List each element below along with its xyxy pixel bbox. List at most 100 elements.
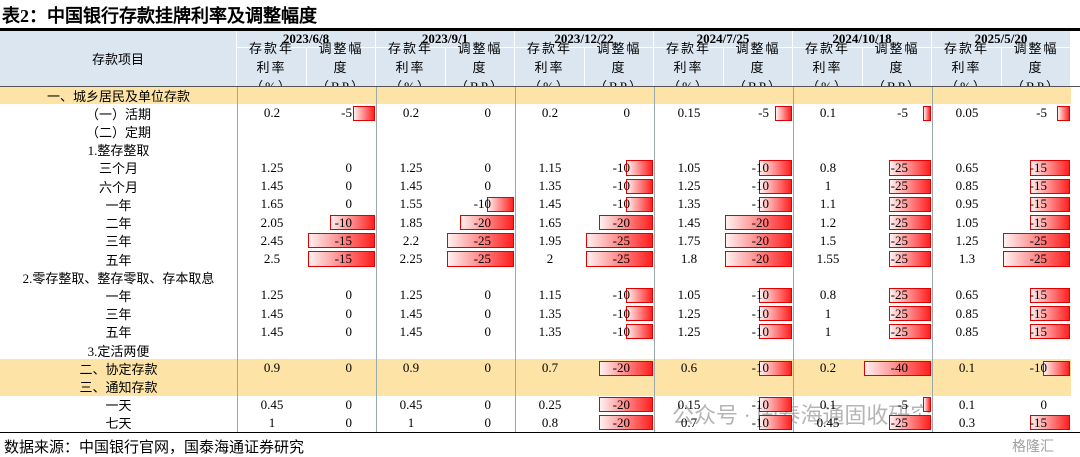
rate-value: 0.15	[677, 396, 701, 412]
change-value: -20	[612, 360, 630, 376]
change-value: -25	[890, 250, 908, 266]
change-value: -15	[1029, 323, 1047, 339]
change-bar	[1029, 306, 1070, 322]
change-bar	[460, 214, 514, 231]
change-value: 0	[345, 178, 353, 194]
change-bar	[586, 251, 653, 267]
change-bar	[1029, 196, 1070, 212]
change-bar	[586, 233, 653, 249]
change-bar	[758, 324, 792, 340]
change-value: -40	[890, 360, 908, 376]
rate-value: 0.45	[399, 396, 423, 412]
change-value: -20	[751, 232, 769, 248]
change-bar	[922, 397, 931, 413]
change-value: -10	[612, 178, 630, 194]
change-value: -10	[751, 323, 769, 339]
row-label: 2.零存整取、整存零取、存本取息	[22, 270, 215, 286]
rate-value: 1.25	[260, 159, 284, 175]
change-value: -10	[612, 323, 630, 339]
rate-value: 1.05	[955, 214, 979, 230]
change-bar	[626, 287, 653, 304]
header-rate: 存款年利率（%）	[932, 41, 1002, 94]
row-label: 三、通知存款	[79, 379, 158, 395]
rate-value: 1.45	[260, 305, 284, 321]
rate-value: 0.45	[260, 396, 284, 412]
row-label: 一年	[105, 288, 132, 304]
change-value: 0	[345, 323, 353, 339]
change-bar	[1029, 415, 1070, 431]
header-date: 2023/12/22	[515, 30, 654, 48]
change-value: -10	[751, 396, 769, 412]
change-value: -10	[612, 196, 630, 212]
rate-value: 1.45	[260, 323, 284, 339]
change-value: -25	[612, 250, 630, 266]
change-bar	[1029, 214, 1070, 231]
change-value: 0	[345, 414, 353, 430]
change-bar	[308, 251, 375, 267]
change-value: 0	[484, 287, 492, 303]
change-bar	[758, 306, 792, 322]
change-value: -10	[612, 305, 630, 321]
rate-value: 1.45	[399, 323, 423, 339]
change-value: -25	[890, 323, 908, 339]
rate-value: 2.2	[402, 232, 420, 248]
header-bottom-rule	[0, 86, 1080, 87]
change-value: -5	[341, 105, 352, 121]
change-value: 0	[345, 196, 353, 212]
change-bar	[308, 233, 375, 249]
change-bar	[1056, 105, 1070, 121]
header-rate: 存款年利率（%）	[237, 41, 307, 94]
change-bar	[1029, 287, 1070, 304]
header-date: 2024/10/18	[793, 30, 932, 48]
change-bar	[447, 251, 514, 267]
rate-value: 2.45	[260, 232, 284, 248]
change-value: -5	[1036, 105, 1047, 121]
row-label: （二）定期	[85, 125, 151, 141]
rate-value: 1.75	[677, 232, 701, 248]
rate-value: 1.35	[538, 323, 562, 339]
change-bar	[889, 306, 931, 322]
change-bar	[725, 214, 792, 231]
change-value: -10	[751, 287, 769, 303]
change-value: -15	[1029, 305, 1047, 321]
rate-value: 1.25	[677, 178, 701, 194]
change-bar	[330, 214, 375, 231]
change-value: 0	[484, 323, 492, 339]
rate-value: 1	[824, 178, 832, 194]
rate-value: 0.8	[819, 159, 837, 175]
change-value: -10	[612, 159, 630, 175]
change-value: -25	[612, 232, 630, 248]
row-label: 二、协定存款	[79, 361, 158, 377]
change-value: 0	[345, 159, 353, 175]
row-label: 三年	[105, 307, 132, 323]
change-bar	[1029, 178, 1070, 194]
rate-value: 0.9	[263, 360, 281, 376]
rate-value: 0.1	[819, 105, 837, 121]
rate-value: 1.45	[399, 178, 423, 194]
rate-value: 1.05	[677, 287, 701, 303]
title: 表2：中国银行存款挂牌利率及调整幅度	[2, 6, 317, 26]
change-bar	[889, 415, 931, 431]
change-value: 0	[484, 414, 492, 430]
change-value: -25	[473, 250, 491, 266]
header-change: 调整幅度（BP）	[446, 41, 515, 94]
change-value: -10	[751, 196, 769, 212]
rate-value: 1	[407, 414, 415, 430]
change-value: 0	[484, 178, 492, 194]
change-bar	[1003, 251, 1070, 267]
change-value: -10	[334, 214, 352, 230]
change-bar	[599, 360, 653, 376]
rate-value: 2.5	[263, 250, 281, 266]
rate-value: 0.65	[955, 287, 979, 303]
header-date: 2024/7/25	[654, 30, 793, 48]
rate-value: 1.35	[538, 305, 562, 321]
rate-value: 0.1	[958, 396, 976, 412]
row-label: 1.整存整取	[87, 143, 150, 159]
rate-value: 1.2	[819, 214, 837, 230]
rate-value: 1.3	[958, 250, 976, 266]
change-value: -10	[751, 305, 769, 321]
change-bar	[889, 251, 931, 267]
change-value: -15	[1029, 214, 1047, 230]
change-bar	[599, 415, 653, 431]
header-rate: 存款年利率（%）	[793, 41, 863, 94]
